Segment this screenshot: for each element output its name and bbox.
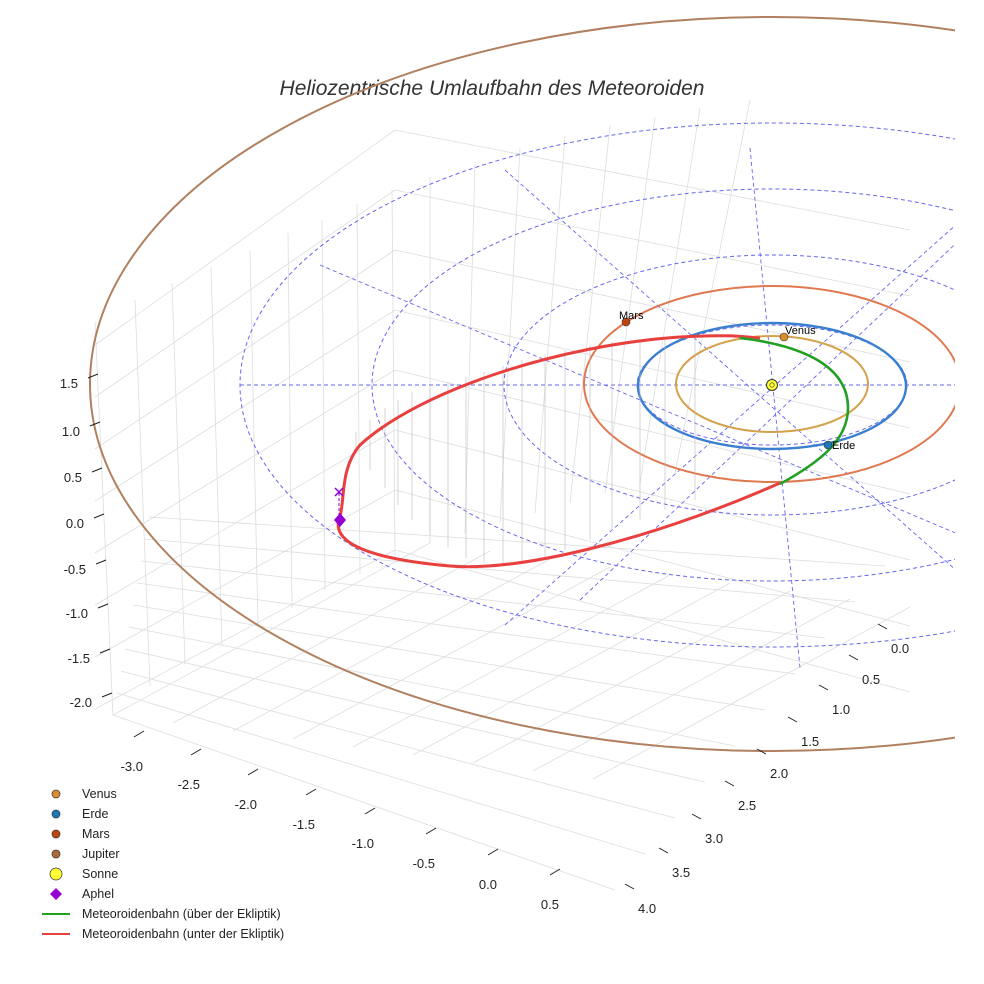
y-tick-label: 0.0 [891, 641, 909, 656]
z-tick-label: -0.5 [64, 562, 86, 577]
y-tick-label: 1.5 [801, 734, 819, 749]
legend: Venus Erde Mars Jupiter Sonne Aphel Meteoroide… [42, 787, 284, 941]
y-tick-label: 1.0 [832, 702, 850, 717]
y-tick-label: 0.5 [862, 672, 880, 687]
drop-lines [355, 338, 696, 565]
x-tick-label: 0.0 [479, 877, 497, 892]
x-tick-label: -1.5 [293, 817, 315, 832]
meteoroid-orbit-below [336, 334, 781, 569]
legend-diamond-swatch [50, 888, 62, 900]
planet-mars [621, 317, 631, 327]
legend-item: Erde [51, 807, 108, 821]
legend-item: Meteoroidenbahn (über der Ekliptik) [42, 907, 281, 921]
y-tick-label: 4.0 [638, 901, 656, 916]
z-tick-label: 1.0 [62, 424, 80, 439]
y-tick-label: 2.5 [738, 798, 756, 813]
y-axis: 0.0 0.5 1.0 1.5 2.0 2.5 3.0 3.5 4.0 [624, 623, 909, 916]
orbit-venus [675, 335, 869, 433]
legend-label: Meteoroidenbahn (unter der Ekliptik) [82, 927, 284, 941]
x-tick-label: -2.0 [235, 797, 257, 812]
aphel-marker [334, 487, 346, 527]
legend-label: Mars [82, 827, 110, 841]
y-tick-label: 3.0 [705, 831, 723, 846]
z-tick-label: -2.0 [70, 695, 92, 710]
sun-marker [766, 379, 778, 391]
z-tick-label: 0.0 [66, 516, 84, 531]
x-tick-label: 0.5 [541, 897, 559, 912]
legend-circle-swatch [51, 829, 61, 839]
x-tick-label: -1.0 [352, 836, 374, 851]
legend-item: Venus [51, 787, 117, 801]
legend-circle-swatch [51, 849, 61, 859]
x-tick-label: -3.0 [121, 759, 143, 774]
planet-venus [779, 332, 789, 342]
legend-label: Venus [82, 787, 117, 801]
legend-label: Erde [82, 807, 108, 821]
legend-circle-swatch [51, 809, 61, 819]
x-tick-label: -0.5 [413, 856, 435, 871]
legend-item: Aphel [50, 887, 114, 901]
legend-item: Sonne [49, 867, 118, 881]
legend-label: Aphel [82, 887, 114, 901]
legend-item: Mars [51, 827, 110, 841]
orbit-jupiter [89, 16, 955, 752]
orbit-mars [583, 285, 955, 483]
legend-circle-swatch [51, 789, 61, 799]
z-tick-label: -1.5 [68, 651, 90, 666]
legend-label: Sonne [82, 867, 118, 881]
y-tick-label: 2.0 [770, 766, 788, 781]
z-tick-label: 0.5 [64, 470, 82, 485]
legend-item: Jupiter [51, 847, 120, 861]
z-tick-label: 1.5 [60, 376, 78, 391]
planet-mars-label: Mars [619, 310, 644, 322]
legend-label: Jupiter [82, 847, 120, 861]
planet-erde-label: Erde [832, 440, 855, 452]
planet-orbits [89, 16, 955, 752]
legend-item: Meteoroidenbahn (unter der Ekliptik) [42, 927, 284, 941]
legend-label: Meteoroidenbahn (über der Ekliptik) [82, 907, 281, 921]
legend-circle-swatch [49, 867, 63, 881]
y-tick-label: 3.5 [672, 865, 690, 880]
meteoroid-orbit-above [739, 336, 850, 486]
chart-title: Heliozentrische Umlaufbahn des Meteoroid… [280, 77, 705, 100]
meteoroid-orbit [336, 334, 850, 569]
x-axis: -3.0 -2.5 -2.0 -1.5 -1.0 -0.5 0.0 0.5 [121, 730, 561, 912]
planet-erde [823, 440, 833, 450]
planet-venus-label: Venus [785, 325, 816, 337]
z-tick-label: -1.0 [66, 606, 88, 621]
orbit-erde [636, 321, 908, 451]
z-axis: 1.5 1.0 0.5 0.0 -0.5 -1.0 -1.5 -2.0 [60, 373, 113, 710]
x-tick-label: -2.5 [178, 777, 200, 792]
